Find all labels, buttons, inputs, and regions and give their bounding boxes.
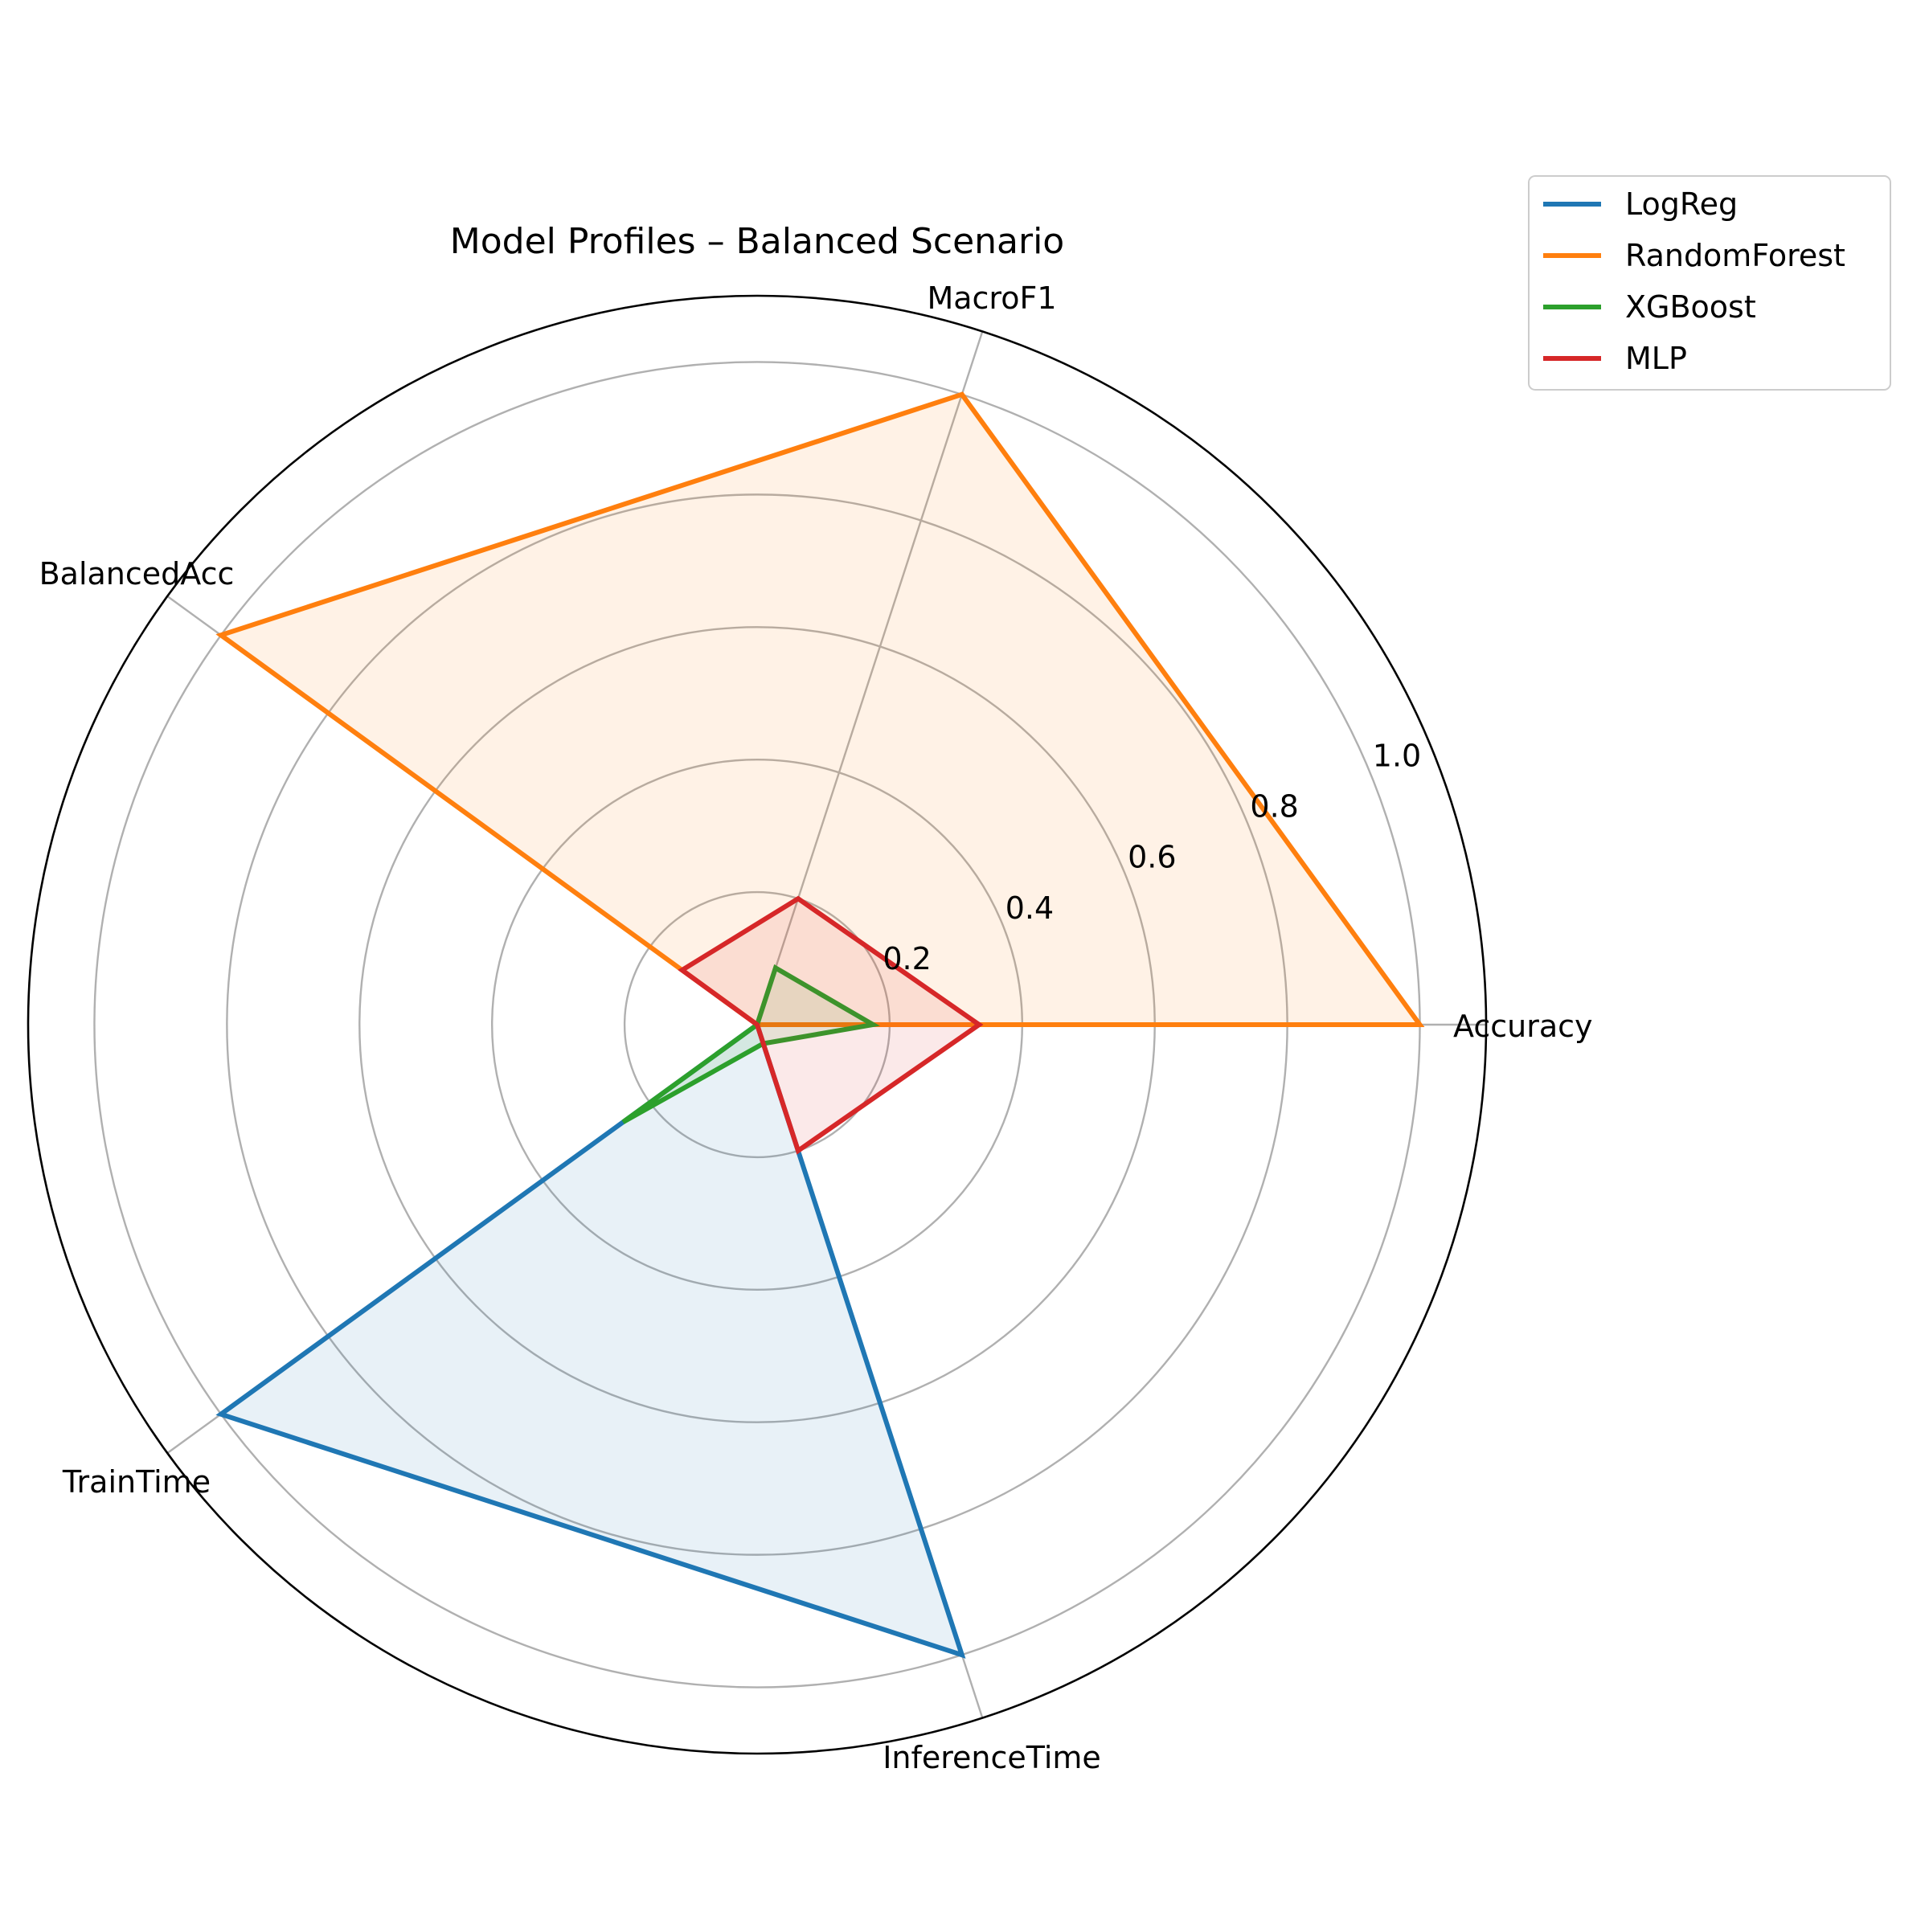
axis-label-balancedacc: BalancedAcc xyxy=(39,556,235,591)
series-layer xyxy=(221,395,1420,1656)
legend-label-1: RandomForest xyxy=(1625,238,1845,273)
legend: LogReg RandomForest XGBoost MLP xyxy=(1529,176,1890,390)
legend-label-0: LogReg xyxy=(1625,186,1738,222)
axis-label-traintime: TrainTime xyxy=(62,1464,211,1500)
radial-tick-label-0: 0.2 xyxy=(883,941,931,976)
radial-tick-label-3: 0.8 xyxy=(1250,789,1298,825)
legend-label-2: XGBoost xyxy=(1625,289,1756,325)
axis-label-macrof1: MacroF1 xyxy=(927,280,1056,316)
radial-tick-label-4: 1.0 xyxy=(1373,738,1421,773)
axis-label-accuracy: Accuracy xyxy=(1453,1009,1593,1044)
chart-title: Model Profiles – Balanced Scenario xyxy=(450,221,1064,262)
radial-tick-label-2: 0.6 xyxy=(1128,840,1176,875)
axis-label-inferencetime: InferenceTime xyxy=(883,1740,1101,1775)
radial-tick-label-1: 0.4 xyxy=(1005,890,1054,926)
legend-label-3: MLP xyxy=(1625,341,1687,376)
